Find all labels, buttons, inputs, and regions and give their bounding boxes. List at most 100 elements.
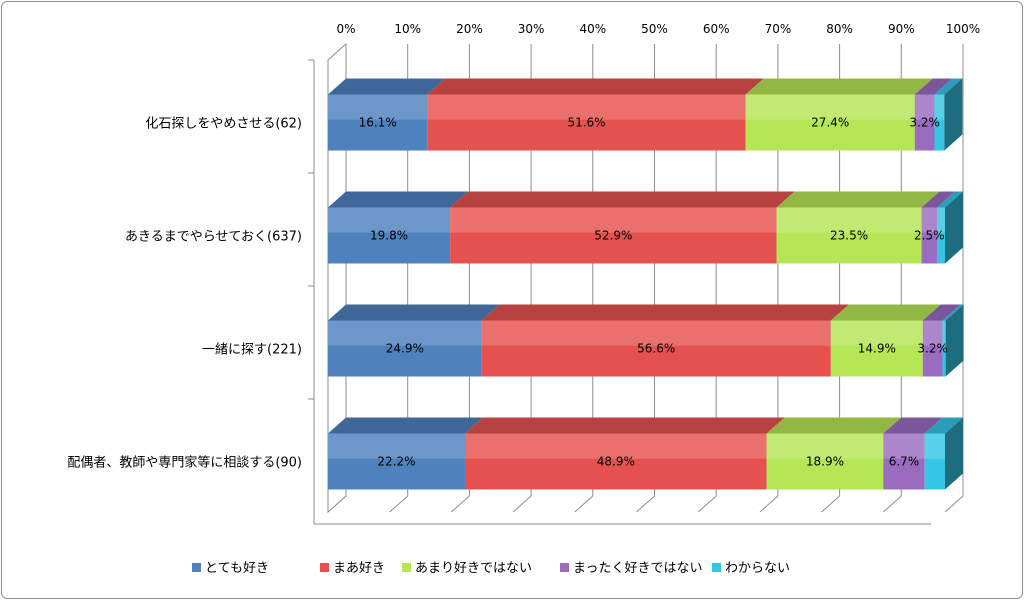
bar-top [450, 191, 795, 208]
legend-label: あまり好きではない [415, 561, 532, 576]
bar-highlight [942, 320, 946, 346]
bar-end [944, 78, 963, 151]
bar-highlight [766, 433, 884, 459]
bar-highlight [328, 433, 465, 459]
data-label: 51.6% [567, 116, 605, 130]
legend-swatch [712, 563, 721, 572]
bar-top [745, 78, 933, 95]
bar-top [328, 78, 446, 95]
data-label: 23.5% [830, 229, 868, 243]
legend-swatch [192, 563, 201, 572]
legend-label: わからない [725, 561, 790, 576]
bar-segment [328, 433, 465, 490]
x-tick-label: 80% [826, 22, 853, 36]
bar-highlight [914, 94, 935, 120]
bar-top [914, 78, 953, 95]
x-tick-label: 100% [946, 22, 980, 36]
bar-segment [776, 207, 922, 264]
bar-top [936, 191, 963, 208]
data-label: 6.7% [889, 455, 920, 469]
data-label: 27.4% [811, 116, 849, 130]
bar-highlight [921, 207, 937, 233]
bar-highlight [427, 94, 746, 120]
bar-top [328, 417, 483, 434]
bar-highlight [328, 94, 428, 120]
bar-top [328, 304, 500, 321]
bar-segment [936, 207, 945, 264]
floor-gridline [821, 495, 840, 513]
legend-swatch [560, 563, 569, 572]
bar-top [328, 191, 469, 208]
bar-highlight [328, 207, 451, 233]
x-tick-label: 70% [765, 22, 792, 36]
legend-swatch [320, 563, 329, 572]
bar-highlight [883, 433, 925, 459]
bar-end [945, 417, 963, 490]
x-tick-label: 30% [518, 22, 545, 36]
bar-top [830, 304, 941, 321]
bar-highlight [776, 207, 922, 233]
legend-label: とても好き [205, 561, 269, 576]
x-tick-label: 90% [888, 22, 915, 36]
bar-top [924, 417, 963, 434]
category-label: 化石探しをやめさせる(62) [145, 117, 302, 132]
data-label: 22.2% [377, 455, 415, 469]
bar-highlight [745, 94, 915, 120]
bar-segment [464, 433, 767, 490]
bar-highlight [481, 320, 831, 346]
data-label: 16.1% [359, 116, 397, 130]
bar-highlight [922, 320, 943, 346]
bar-end [945, 304, 964, 377]
bar-top [481, 304, 849, 321]
floor-gridline [882, 495, 902, 513]
bar-top [776, 191, 940, 208]
bar-highlight [924, 433, 945, 459]
data-label: 3.2% [917, 342, 948, 356]
data-label: 2.5% [914, 229, 945, 243]
bar-segment [328, 94, 428, 151]
bar-top [942, 304, 964, 321]
bar-segment [328, 320, 482, 377]
bar-segment [883, 433, 925, 490]
bar-top [921, 191, 955, 208]
bar-segment [450, 207, 777, 264]
bar-top [427, 78, 764, 95]
bar-segment [481, 320, 831, 377]
floor-gridline [697, 495, 717, 513]
bar-top [464, 417, 785, 434]
legend-label: まったく好きではない [573, 561, 702, 576]
data-label: 3.2% [909, 116, 940, 130]
bar-top [922, 304, 961, 321]
bar-top [766, 417, 902, 434]
bar-highlight [328, 320, 482, 346]
data-label: 18.9% [806, 455, 844, 469]
data-label: 24.9% [386, 342, 424, 356]
bar-segment [830, 320, 923, 377]
category-label: 一緒に探す(221) [202, 343, 302, 358]
bar-segment [328, 207, 451, 264]
bar-segment [745, 94, 915, 151]
floor-gridline [451, 495, 470, 513]
legend-label: まあ好き [333, 561, 385, 576]
bar-highlight [934, 94, 945, 120]
floor-gridline [512, 495, 532, 513]
x-tick-label: 10% [394, 22, 421, 36]
floor-gridline [574, 495, 594, 513]
floor-gridline [389, 495, 409, 513]
data-label: 14.9% [858, 342, 896, 356]
data-label: 52.9% [594, 229, 632, 243]
bar-segment [427, 94, 746, 151]
x-tick-label: 50% [641, 22, 668, 36]
floor-gridline [636, 495, 655, 513]
bar-highlight [464, 433, 767, 459]
legend-swatch [402, 563, 411, 572]
bar-segment [921, 207, 937, 264]
data-label: 19.8% [370, 229, 408, 243]
bar-segment [766, 433, 884, 490]
bar-segment [914, 94, 935, 151]
bar-segment [934, 94, 945, 151]
bar-highlight [936, 207, 945, 233]
bar-top [883, 417, 943, 434]
bar-top [934, 78, 963, 95]
